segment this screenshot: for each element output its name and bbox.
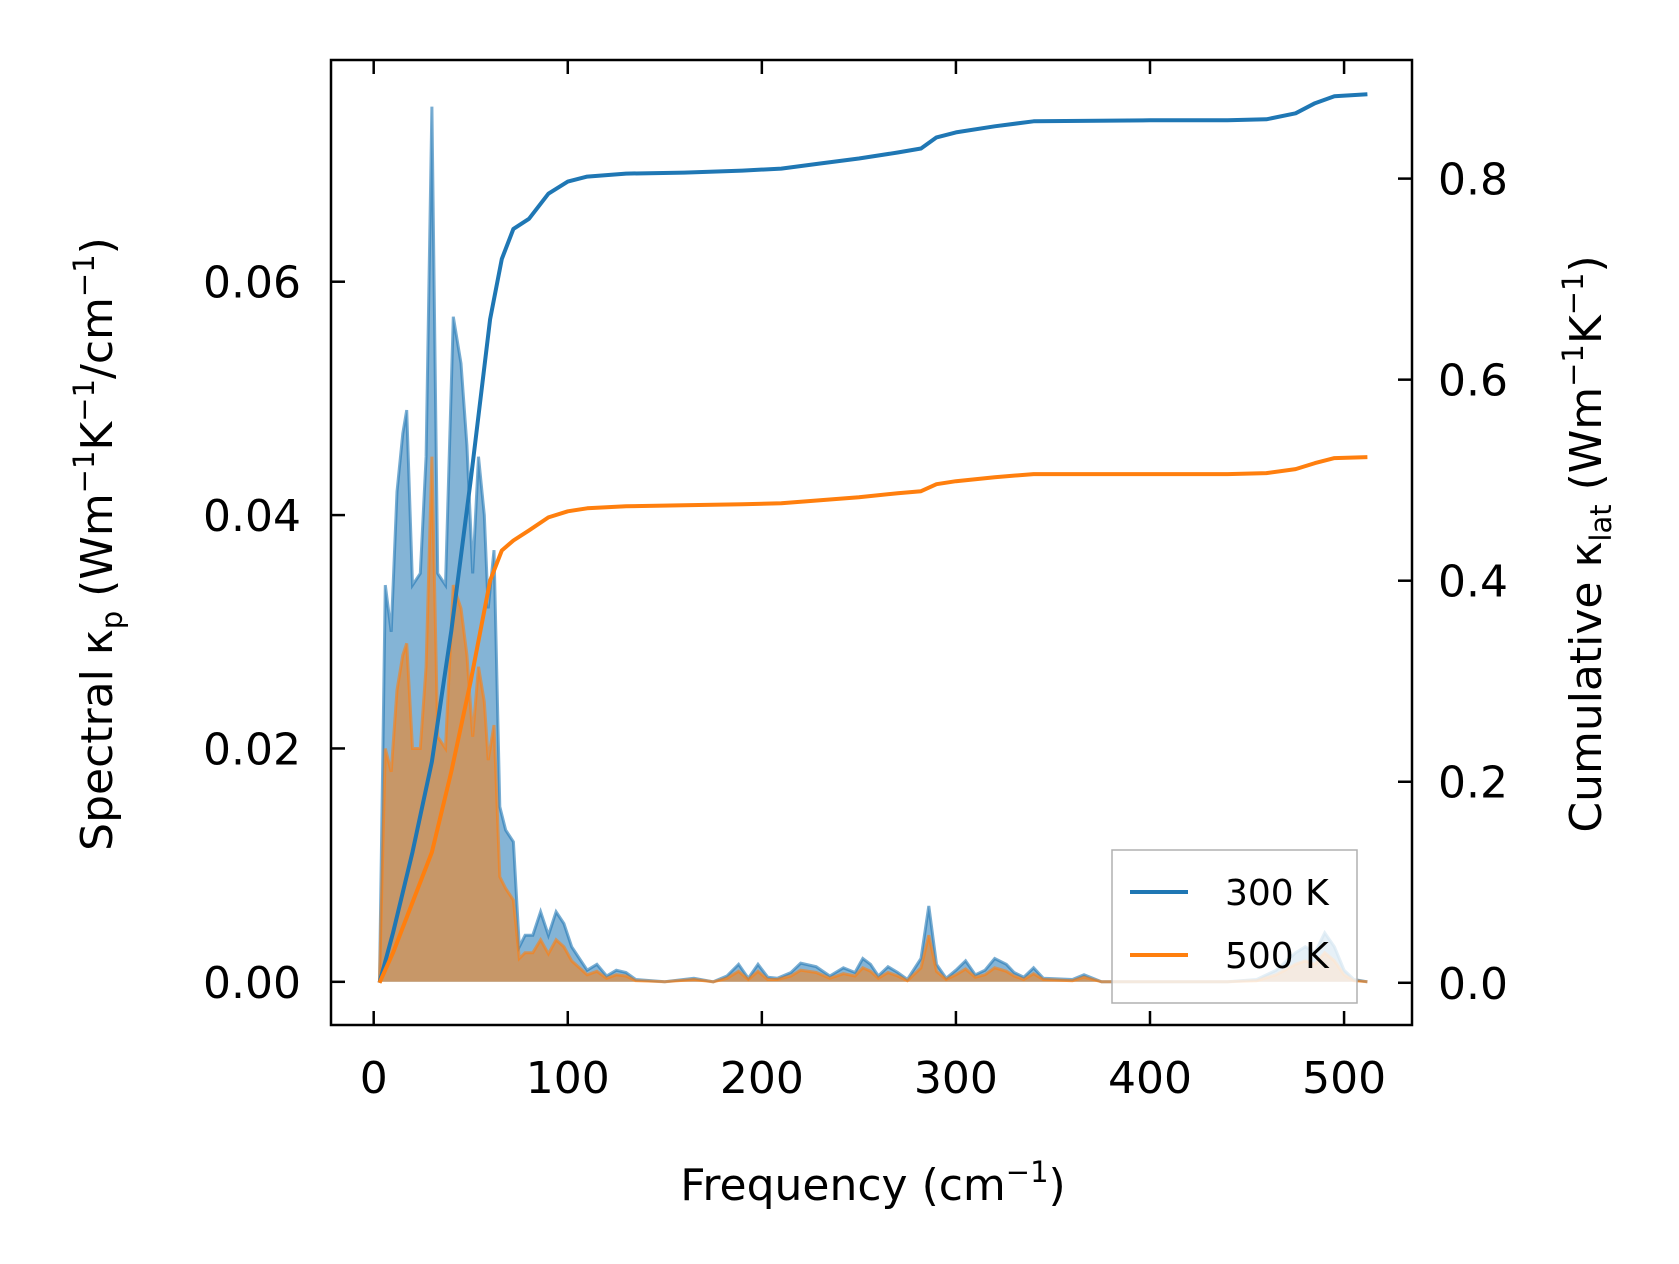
plot-frame [329,58,1414,1027]
spectral-area-500k [379,456,1368,982]
left-y-tick-label-2: 0.04 [203,491,301,542]
right-y-axis: 0.0 0.2 0.4 0.6 0.8 [1398,155,1508,1010]
x-tick-label-500: 500 [1302,1053,1386,1104]
legend-box [1111,849,1358,1004]
cumulative-line-500k [377,455,1368,984]
right-y-tick-label-3: 0.6 [1438,356,1508,407]
left-y-axis-title: Spectral κp (Wm−1K−1/cm−1) [67,237,129,851]
legend-label-300k: 300 K [1225,873,1330,914]
series-layer [377,92,1368,984]
right-y-tick-label-0: 0.0 [1438,959,1508,1010]
x-axis-title: Frequency (cm−1) [680,1155,1065,1211]
right-y-tick-label-1: 0.2 [1438,758,1508,809]
cumulative-line-300k [377,92,1368,984]
x-tick-label-200: 200 [720,1053,804,1104]
left-y-tick-label-0: 0.00 [203,958,301,1009]
x-tick-label-0: 0 [360,1053,388,1104]
legend: 300 K 500 K [1111,849,1358,1004]
x-tick-label-300: 300 [914,1053,998,1104]
x-axis: 0 100 200 300 400 500 [360,60,1386,1104]
x-tick-label-100: 100 [526,1053,610,1104]
right-y-tick-label-4: 0.8 [1438,155,1508,206]
left-y-axis: 0.00 0.02 0.04 0.06 [203,258,345,1009]
legend-label-500k: 500 K [1225,936,1330,977]
left-y-tick-label-1: 0.02 [203,724,301,775]
left-y-tick-label-3: 0.06 [203,258,301,309]
right-y-tick-label-2: 0.4 [1438,557,1508,608]
right-y-axis-title: Cumulative κlat (Wm−1K−1) [1556,255,1618,832]
x-tick-label-400: 400 [1108,1053,1192,1104]
